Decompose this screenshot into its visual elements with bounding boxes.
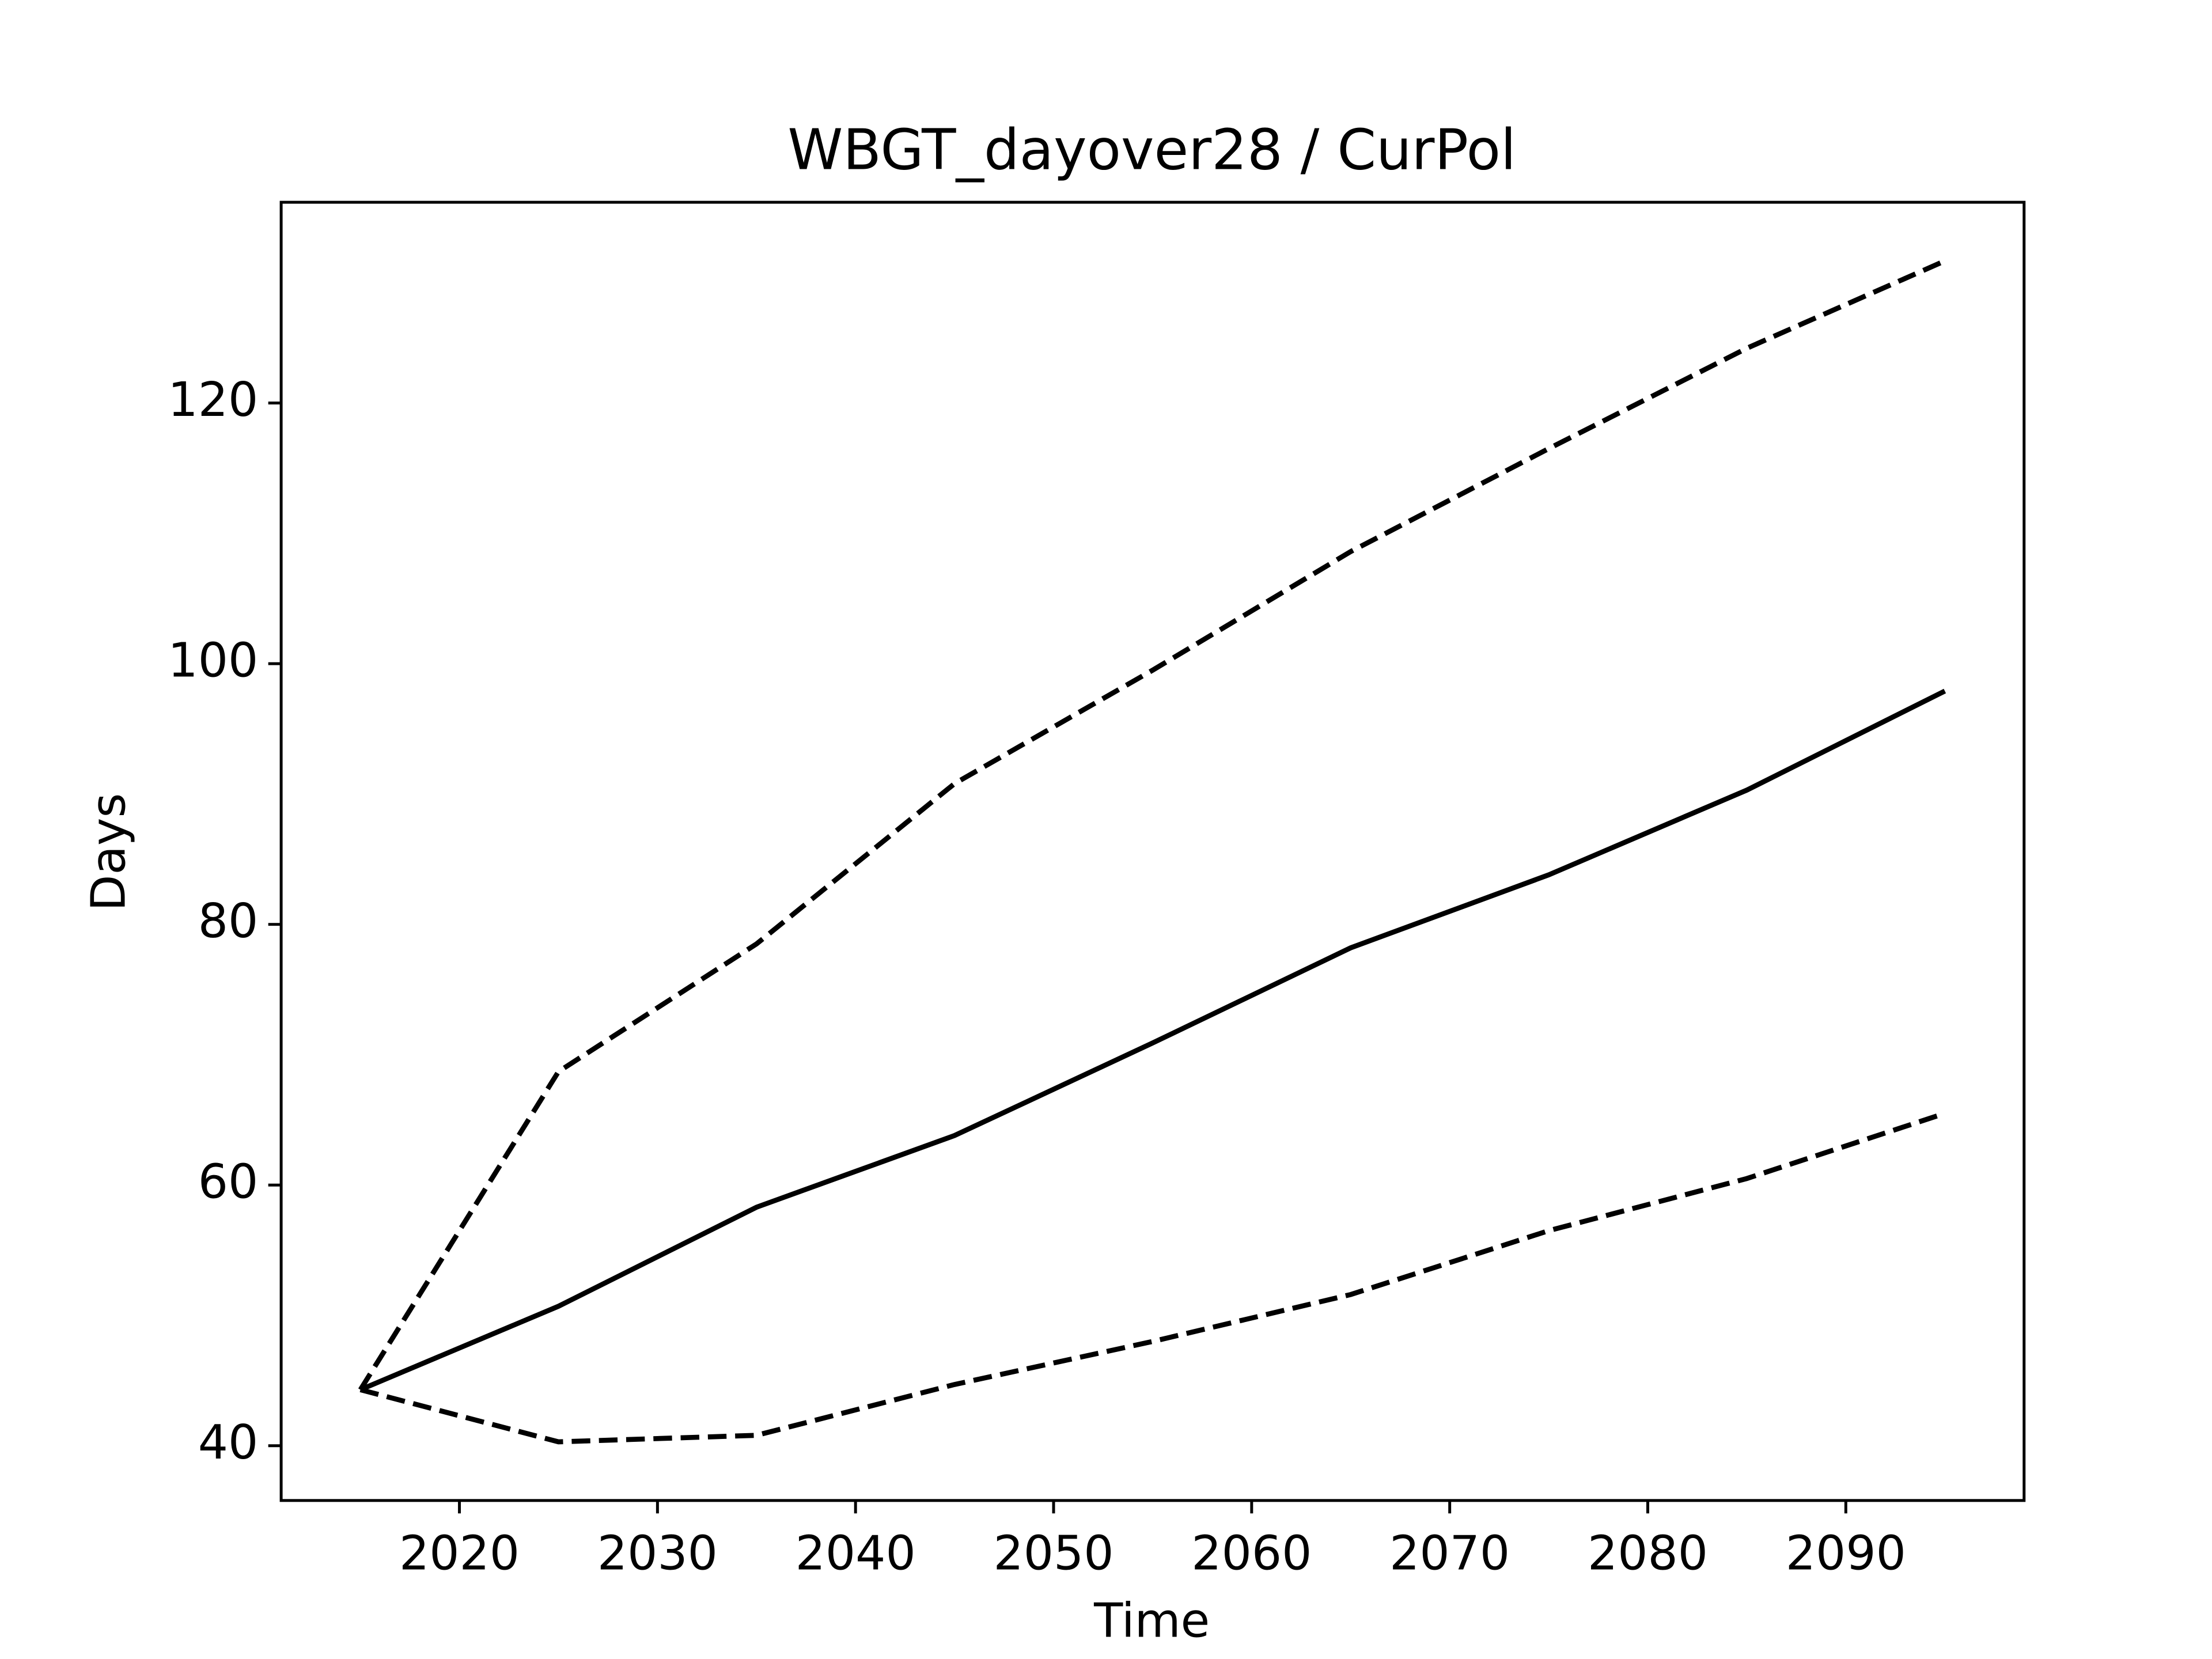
y-tick-label: 80	[198, 894, 259, 949]
y-tick-label: 60	[198, 1155, 259, 1210]
x-tick-label: 2070	[1389, 1526, 1510, 1581]
chart-title: WBGT_dayover28 / CurPol	[787, 117, 1516, 182]
y-tick-label: 40	[198, 1415, 259, 1470]
x-axis-label: Time	[1093, 1593, 1210, 1648]
x-tick-label: 2080	[1588, 1526, 1708, 1581]
series-line	[358, 258, 1946, 1391]
x-tick-label: 2040	[796, 1526, 916, 1581]
plot-frame	[279, 200, 2026, 1502]
x-tick-label: 2060	[1191, 1526, 1312, 1581]
y-tick-label: 100	[168, 634, 258, 688]
x-tick-label: 2020	[399, 1526, 520, 1581]
y-tick-label: 120	[168, 373, 258, 427]
x-tick-label: 2090	[1786, 1526, 1906, 1581]
x-tick-label: 2050	[993, 1526, 1113, 1581]
y-axis-label: Days	[82, 793, 137, 911]
x-tick-label: 2030	[597, 1526, 718, 1581]
series-line	[359, 688, 1946, 1392]
